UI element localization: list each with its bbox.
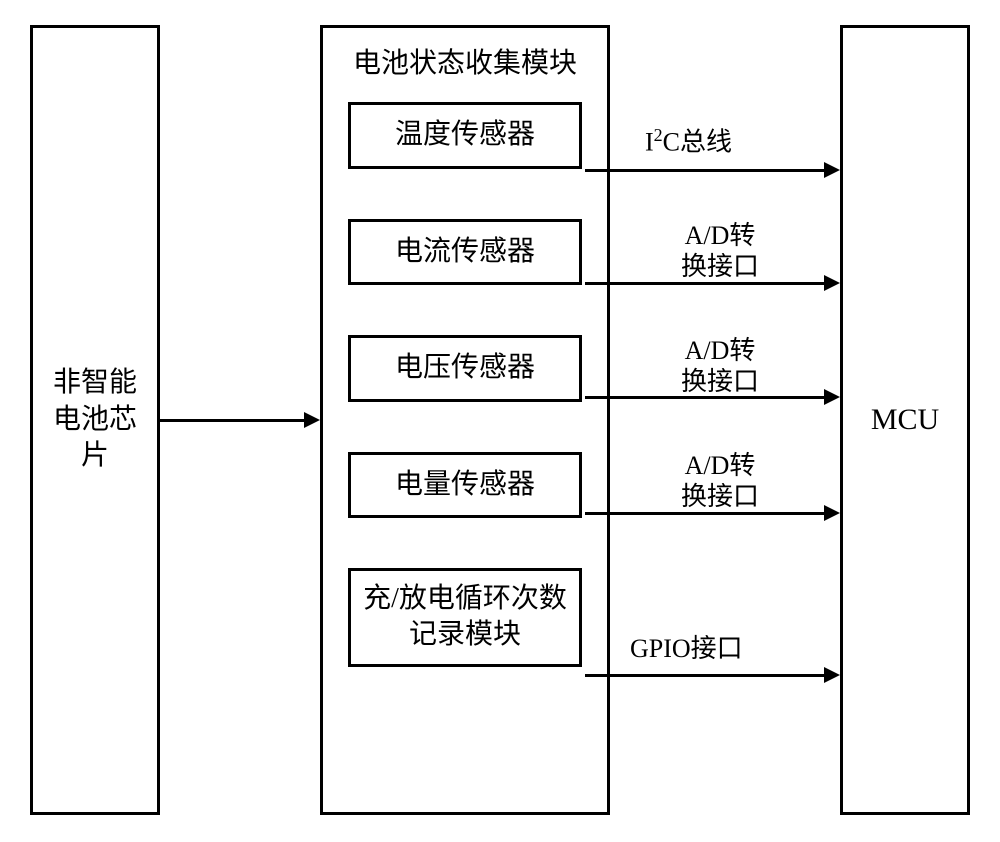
sensor-voltage-label: 电压传感器 [395, 352, 535, 383]
diagram-container: 非智能电池芯片 电池状态收集模块 温度传感器 电流传感器 电压传感器 电量传感器… [30, 25, 970, 815]
arrow-head-sensor-1 [824, 162, 840, 178]
middle-block-title: 电池状态收集模块 [348, 46, 582, 82]
sensor-current: 电流传感器 [348, 219, 582, 285]
arrow-head-sensor-4 [824, 505, 840, 521]
arrow-head-left-to-middle [304, 412, 320, 428]
arrow-sensor-5 [585, 674, 825, 677]
sensor-current-label: 电流传感器 [395, 236, 535, 267]
bus-label-ad-1: A/D转换接口 [645, 220, 795, 282]
arrow-head-sensor-2 [824, 275, 840, 291]
bus-label-ad-3: A/D转换接口 [645, 450, 795, 512]
arrow-sensor-2 [585, 282, 825, 285]
arrow-sensor-1 [585, 169, 825, 172]
sensor-temperature-label: 温度传感器 [395, 119, 535, 150]
arrow-sensor-4 [585, 512, 825, 515]
middle-block-collection-module: 电池状态收集模块 温度传感器 电流传感器 电压传感器 电量传感器 充/放电循环次… [320, 25, 610, 815]
sensor-voltage: 电压传感器 [348, 335, 582, 401]
right-block-mcu: MCU [840, 25, 970, 815]
arrow-left-to-middle [160, 419, 305, 422]
sensor-power: 电量传感器 [348, 452, 582, 518]
bus-label-i2c: I2C总线 [645, 125, 732, 158]
sensor-temperature: 温度传感器 [348, 102, 582, 168]
right-block-label: MCU [871, 403, 939, 437]
arrow-head-sensor-5 [824, 667, 840, 683]
sensor-cycle-counter-label: 充/放电循环次数记录模块 [363, 583, 567, 650]
sensor-power-label: 电量传感器 [395, 469, 535, 500]
bus-label-gpio: GPIO接口 [630, 633, 743, 664]
bus-label-ad-2: A/D转换接口 [645, 335, 795, 397]
left-block-battery-chip: 非智能电池芯片 [30, 25, 160, 815]
sensor-cycle-counter: 充/放电循环次数记录模块 [348, 568, 582, 667]
arrow-head-sensor-3 [824, 389, 840, 405]
left-block-label: 非智能电池芯片 [33, 365, 157, 474]
